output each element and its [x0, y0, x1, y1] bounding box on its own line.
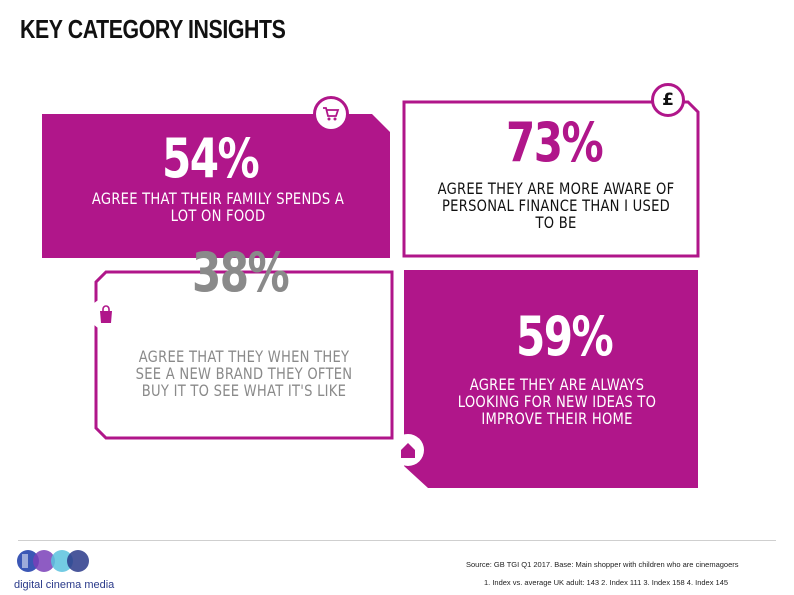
- stat-food-value: 54%: [162, 127, 260, 190]
- card-home: [404, 270, 698, 488]
- cards-background: [42, 100, 700, 488]
- logo-text: digital cinema media: [14, 579, 115, 591]
- card-new-brand: [94, 270, 394, 440]
- stat-finance-caption: AGREE THEY ARE MORE AWARE OF PERSONAL FI…: [437, 179, 675, 232]
- stat-new-brand-caption: AGREE THAT THEY WHEN THEY SEE A NEW BRAN…: [135, 347, 353, 400]
- card-food: [42, 114, 390, 258]
- house-icon: [392, 434, 424, 466]
- shopping-cart-icon: [313, 96, 349, 132]
- pound-sign-icon: £: [651, 83, 685, 117]
- stat-home-value: 59%: [516, 305, 614, 368]
- stat-food-caption: AGREE THAT THEIR FAMILY SPENDS A LOT ON …: [91, 189, 345, 225]
- stat-home-caption: AGREE THEY ARE ALWAYS LOOKING FOR NEW ID…: [457, 375, 657, 428]
- stat-finance-value: 73%: [506, 111, 604, 174]
- stat-new-brand-value: 38%: [192, 241, 290, 304]
- logo-mark-icon: [17, 550, 89, 572]
- index-note: 1. Index vs. average UK adult: 143 2. In…: [484, 578, 729, 587]
- shopping-bag-icon: [90, 298, 122, 330]
- footer-divider: [18, 540, 776, 541]
- logo: digital cinema media: [14, 548, 115, 591]
- source-note: Source: GB TGI Q1 2017. Base: Main shopp…: [466, 560, 739, 569]
- card-finance: [402, 100, 700, 258]
- page-title: KEY CATEGORY INSIGHTS: [20, 14, 286, 44]
